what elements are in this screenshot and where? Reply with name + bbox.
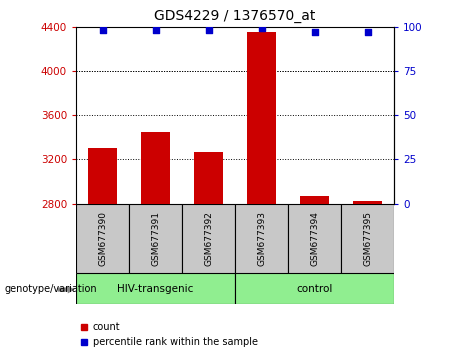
- Text: GSM677392: GSM677392: [204, 211, 213, 266]
- Text: GSM677395: GSM677395: [363, 211, 372, 266]
- Point: [99, 27, 106, 33]
- Bar: [300, 196, 329, 204]
- Text: GSM677390: GSM677390: [98, 211, 107, 266]
- Text: GSM677391: GSM677391: [151, 211, 160, 266]
- Bar: [194, 152, 223, 204]
- Bar: [76, 204, 129, 273]
- Bar: [88, 148, 117, 204]
- Point: [258, 25, 266, 31]
- Bar: [341, 204, 394, 273]
- Bar: [129, 204, 182, 273]
- Text: genotype/variation: genotype/variation: [5, 284, 97, 293]
- Bar: [235, 204, 288, 273]
- Bar: [353, 201, 382, 204]
- Legend: count, percentile rank within the sample: count, percentile rank within the sample: [76, 319, 261, 351]
- Point: [205, 27, 212, 33]
- Text: HIV-transgenic: HIV-transgenic: [118, 284, 194, 293]
- Bar: [141, 132, 170, 204]
- Text: GSM677393: GSM677393: [257, 211, 266, 266]
- Text: GSM677394: GSM677394: [310, 211, 319, 266]
- Bar: [235, 273, 394, 304]
- Bar: [247, 32, 276, 204]
- Bar: [76, 273, 235, 304]
- Bar: [182, 204, 235, 273]
- Point: [152, 27, 160, 33]
- Point: [364, 29, 372, 35]
- Text: control: control: [296, 284, 333, 293]
- Point: [311, 29, 318, 35]
- Bar: [288, 204, 341, 273]
- Title: GDS4229 / 1376570_at: GDS4229 / 1376570_at: [154, 9, 316, 23]
